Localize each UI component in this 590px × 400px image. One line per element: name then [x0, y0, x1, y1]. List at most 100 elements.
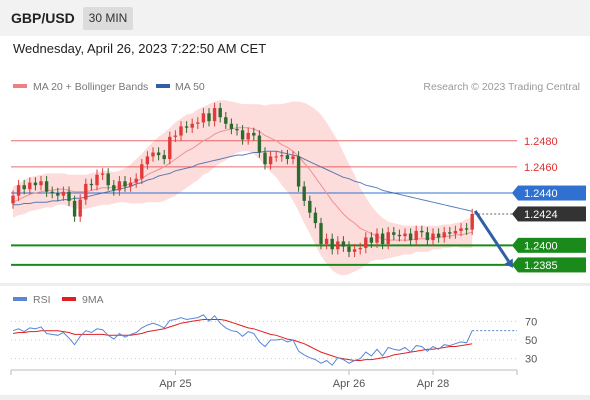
rsi-tick-label: 50	[525, 335, 537, 347]
legend-swatch-rsi	[13, 297, 27, 301]
candle	[235, 128, 239, 131]
candle	[11, 195, 15, 204]
candle	[436, 233, 441, 238]
legend-swatch-9ma	[62, 297, 76, 301]
candle	[190, 123, 194, 128]
candle	[420, 230, 424, 233]
candle	[44, 181, 49, 192]
candle	[207, 113, 211, 122]
candle	[162, 155, 166, 160]
candle	[89, 183, 94, 186]
candle	[212, 108, 217, 122]
candle	[425, 232, 430, 241]
bottom-bar	[0, 395, 590, 400]
candle	[408, 233, 413, 241]
bollinger-band	[13, 100, 473, 276]
candle	[352, 249, 357, 252]
x-tick-label: Apr 26	[333, 378, 365, 390]
candle	[179, 126, 183, 136]
x-axis-labels: Apr 25 Apr 26 Apr 28	[159, 370, 449, 390]
candle	[201, 113, 206, 123]
forecast-arrow-head	[504, 258, 513, 268]
rsi-ma9-line	[12, 319, 473, 361]
legend-label-rsi: RSI	[33, 294, 51, 306]
candle	[128, 182, 133, 187]
candle	[397, 234, 402, 237]
candle	[140, 164, 144, 179]
candle	[117, 181, 122, 191]
candle	[319, 223, 323, 245]
candle	[39, 181, 43, 186]
candle	[229, 123, 234, 129]
candle	[313, 212, 318, 224]
rsi-tick-label: 70	[525, 316, 537, 328]
candle	[95, 174, 99, 186]
candle	[257, 135, 262, 153]
candle	[291, 156, 295, 160]
candle	[67, 191, 71, 201]
candle	[274, 156, 278, 158]
candle	[173, 135, 178, 137]
candle	[302, 186, 306, 201]
candle	[22, 185, 26, 190]
level-tags: 1.2480 1.2460 1.2440 1.2400 1.2385 1.2424	[512, 136, 586, 273]
candle	[56, 193, 60, 196]
ma50-line	[13, 150, 473, 212]
candle	[470, 213, 474, 230]
datetime-label: Wednesday, April 26, 2023 7:22:50 AM CET	[13, 41, 267, 56]
level-tag-pointer-2	[512, 185, 518, 201]
candle	[134, 178, 138, 183]
candle	[145, 156, 150, 165]
candle	[100, 173, 105, 175]
timeframe-button[interactable]: 30 MIN	[83, 7, 133, 30]
level-tag-pointer-4	[512, 257, 518, 273]
rsi-line	[12, 314, 473, 366]
panel-separator	[0, 283, 590, 286]
level-tag-last	[518, 206, 586, 222]
x-tick-label: Apr 28	[417, 378, 449, 390]
legend-swatch-ma50	[156, 84, 170, 88]
candle	[296, 156, 301, 187]
candle	[453, 230, 458, 234]
candle	[263, 152, 267, 165]
credit-text: Research © 2023 Trading Central	[423, 81, 580, 93]
legend-label-9ma: 9MA	[82, 294, 104, 306]
candle	[330, 238, 334, 250]
symbol-label: GBP/USD	[11, 10, 75, 26]
candle	[280, 155, 284, 157]
candle	[341, 241, 346, 247]
candle	[386, 232, 390, 245]
level-tag-label-2: 1.2440	[524, 188, 558, 200]
candle	[364, 237, 368, 248]
legend-swatch-ma20	[13, 84, 27, 88]
candle	[403, 233, 407, 237]
candle	[50, 191, 54, 194]
candles	[11, 102, 474, 258]
level-tag-2	[518, 185, 586, 201]
level-tag-label-last: 1.2424	[524, 209, 558, 221]
candle	[347, 246, 351, 252]
candle	[123, 181, 127, 187]
candle	[358, 247, 362, 250]
candle	[112, 185, 116, 191]
candle	[72, 200, 77, 217]
candle	[151, 152, 155, 157]
candle	[324, 238, 329, 245]
candle	[252, 132, 256, 136]
level-tag-label-3: 1.2400	[524, 240, 558, 252]
candle	[369, 237, 374, 243]
legend-label-ma20: MA 20 + Bollinger Bands	[33, 81, 148, 93]
candle	[375, 233, 379, 243]
level-tag-label-4: 1.2385	[524, 260, 558, 272]
candle	[308, 200, 312, 213]
candle	[218, 108, 222, 118]
candle	[16, 185, 21, 196]
candle	[224, 117, 228, 124]
candle	[268, 156, 273, 165]
candle	[431, 233, 435, 241]
x-tick-label: Apr 25	[159, 378, 191, 390]
candle	[459, 228, 463, 231]
candle	[414, 230, 418, 241]
level-label-1: 1.2460	[524, 162, 558, 174]
